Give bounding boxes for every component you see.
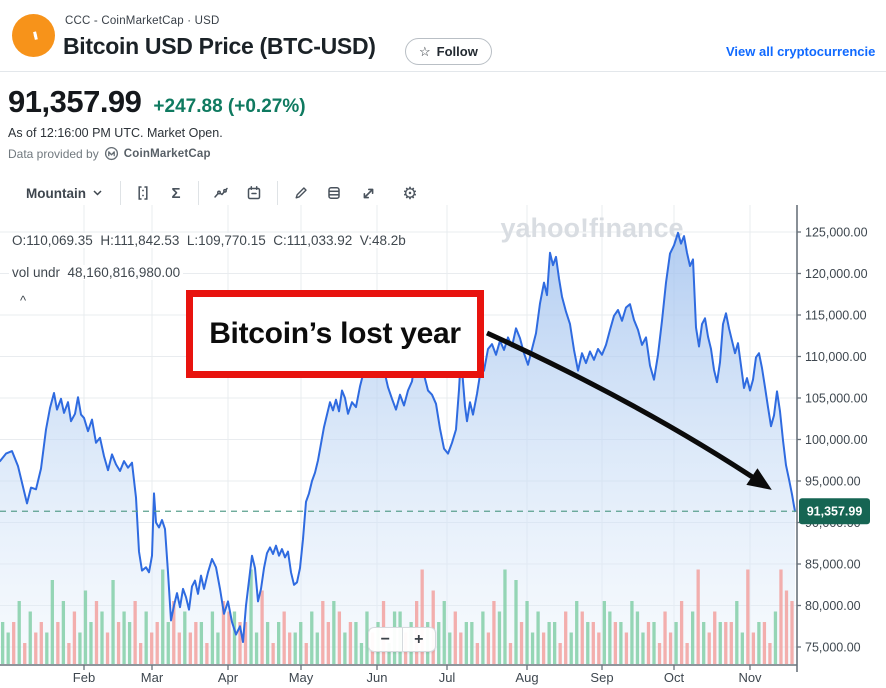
svg-text:80,000.00: 80,000.00 (805, 599, 861, 613)
svg-text:Sep: Sep (590, 670, 613, 685)
svg-text:125,000.00: 125,000.00 (805, 226, 868, 240)
yahoo-finance-watermark: yahoo!finance (500, 213, 683, 243)
svg-text:Apr: Apr (218, 670, 239, 685)
zoom-controls: − + (368, 627, 436, 652)
data-provider: Data provided by CoinMarketCap (8, 146, 211, 161)
svg-text:Nov: Nov (738, 670, 762, 685)
header-divider (0, 71, 886, 72)
svg-text:May: May (289, 670, 314, 685)
page-title: Bitcoin USD Price (BTC-USD) (63, 33, 376, 59)
svg-text:110,000.00: 110,000.00 (805, 350, 867, 364)
bitcoin-logo-icon (12, 14, 55, 57)
chart-type-dropdown[interactable]: Mountain (26, 186, 102, 201)
provider-name: CoinMarketCap (123, 147, 211, 160)
price-change: +247.88 (+0.27%) (153, 96, 306, 117)
exchange-breadcrumb: CCC - CoinMarketCap · USD (65, 15, 220, 27)
svg-text:Oct: Oct (664, 670, 685, 685)
svg-text:Mar: Mar (141, 670, 164, 685)
indicators-sigma-icon[interactable]: Σ (171, 184, 181, 202)
collapse-caret[interactable]: ^ (20, 293, 27, 308)
star-icon: ☆ (419, 43, 431, 59)
zoom-divider (401, 628, 403, 651)
table-icon[interactable] (324, 183, 344, 203)
svg-text:120,000.00: 120,000.00 (805, 267, 868, 281)
svg-text:105,000.00: 105,000.00 (805, 392, 868, 406)
current-price-badge: 91,357.99 (807, 505, 863, 519)
follow-label: Follow (436, 44, 478, 59)
svg-text:Jul: Jul (439, 670, 456, 685)
zoom-in-button[interactable]: + (414, 630, 424, 648)
provider-prefix: Data provided by (8, 146, 99, 161)
svg-text:115,000.00: 115,000.00 (805, 309, 867, 323)
svg-text:100,000.00: 100,000.00 (805, 433, 868, 447)
svg-text:Feb: Feb (73, 670, 95, 685)
svg-text:85,000.00: 85,000.00 (805, 558, 861, 572)
chevron-down-icon (93, 190, 102, 196)
svg-text:95,000.00: 95,000.00 (805, 475, 861, 489)
ohlc-readout: O:110,069.35 H:111,842.53 L:109,770.15 C… (9, 233, 409, 248)
svg-text:Aug: Aug (515, 670, 538, 685)
as-of-timestamp: As of 12:16:00 PM UTC. Market Open. (8, 126, 223, 140)
zoom-out-button[interactable]: − (380, 630, 390, 648)
svg-text:Jun: Jun (367, 670, 388, 685)
chart-type-label: Mountain (26, 185, 86, 201)
expand-icon[interactable] (358, 183, 378, 203)
coinmarketcap-icon (104, 146, 118, 161)
settings-gear-icon[interactable]: ⚙ (402, 183, 418, 203)
events-icon[interactable] (211, 183, 231, 203)
annotation-box: Bitcoin’s lost year (186, 290, 484, 378)
view-all-cryptocurrencies-link[interactable]: View all cryptocurrencie (726, 44, 876, 59)
follow-button[interactable]: ☆ Follow (405, 38, 492, 65)
chart-toolbar: Mountain Σ (26, 181, 420, 205)
price-chart[interactable]: yahoo!finance 125,000.00 120,000.00 115,000… (0, 205, 886, 688)
volume-readout: vol undr 48,160,816,980.00 (9, 265, 184, 280)
svg-text:75,000.00: 75,000.00 (805, 641, 861, 655)
price-chart-svg[interactable]: yahoo!finance 125,000.00 120,000.00 115,000… (0, 205, 886, 688)
toolbar-divider (277, 181, 278, 205)
draw-pencil-icon[interactable] (291, 183, 311, 203)
periodicity-calendar-icon[interactable] (244, 183, 264, 203)
compare-icon[interactable] (133, 183, 153, 203)
toolbar-divider (198, 181, 199, 205)
annotation-text: Bitcoin’s lost year (209, 317, 461, 350)
toolbar-divider (120, 181, 121, 205)
current-price: 91,357.99 (8, 84, 142, 119)
